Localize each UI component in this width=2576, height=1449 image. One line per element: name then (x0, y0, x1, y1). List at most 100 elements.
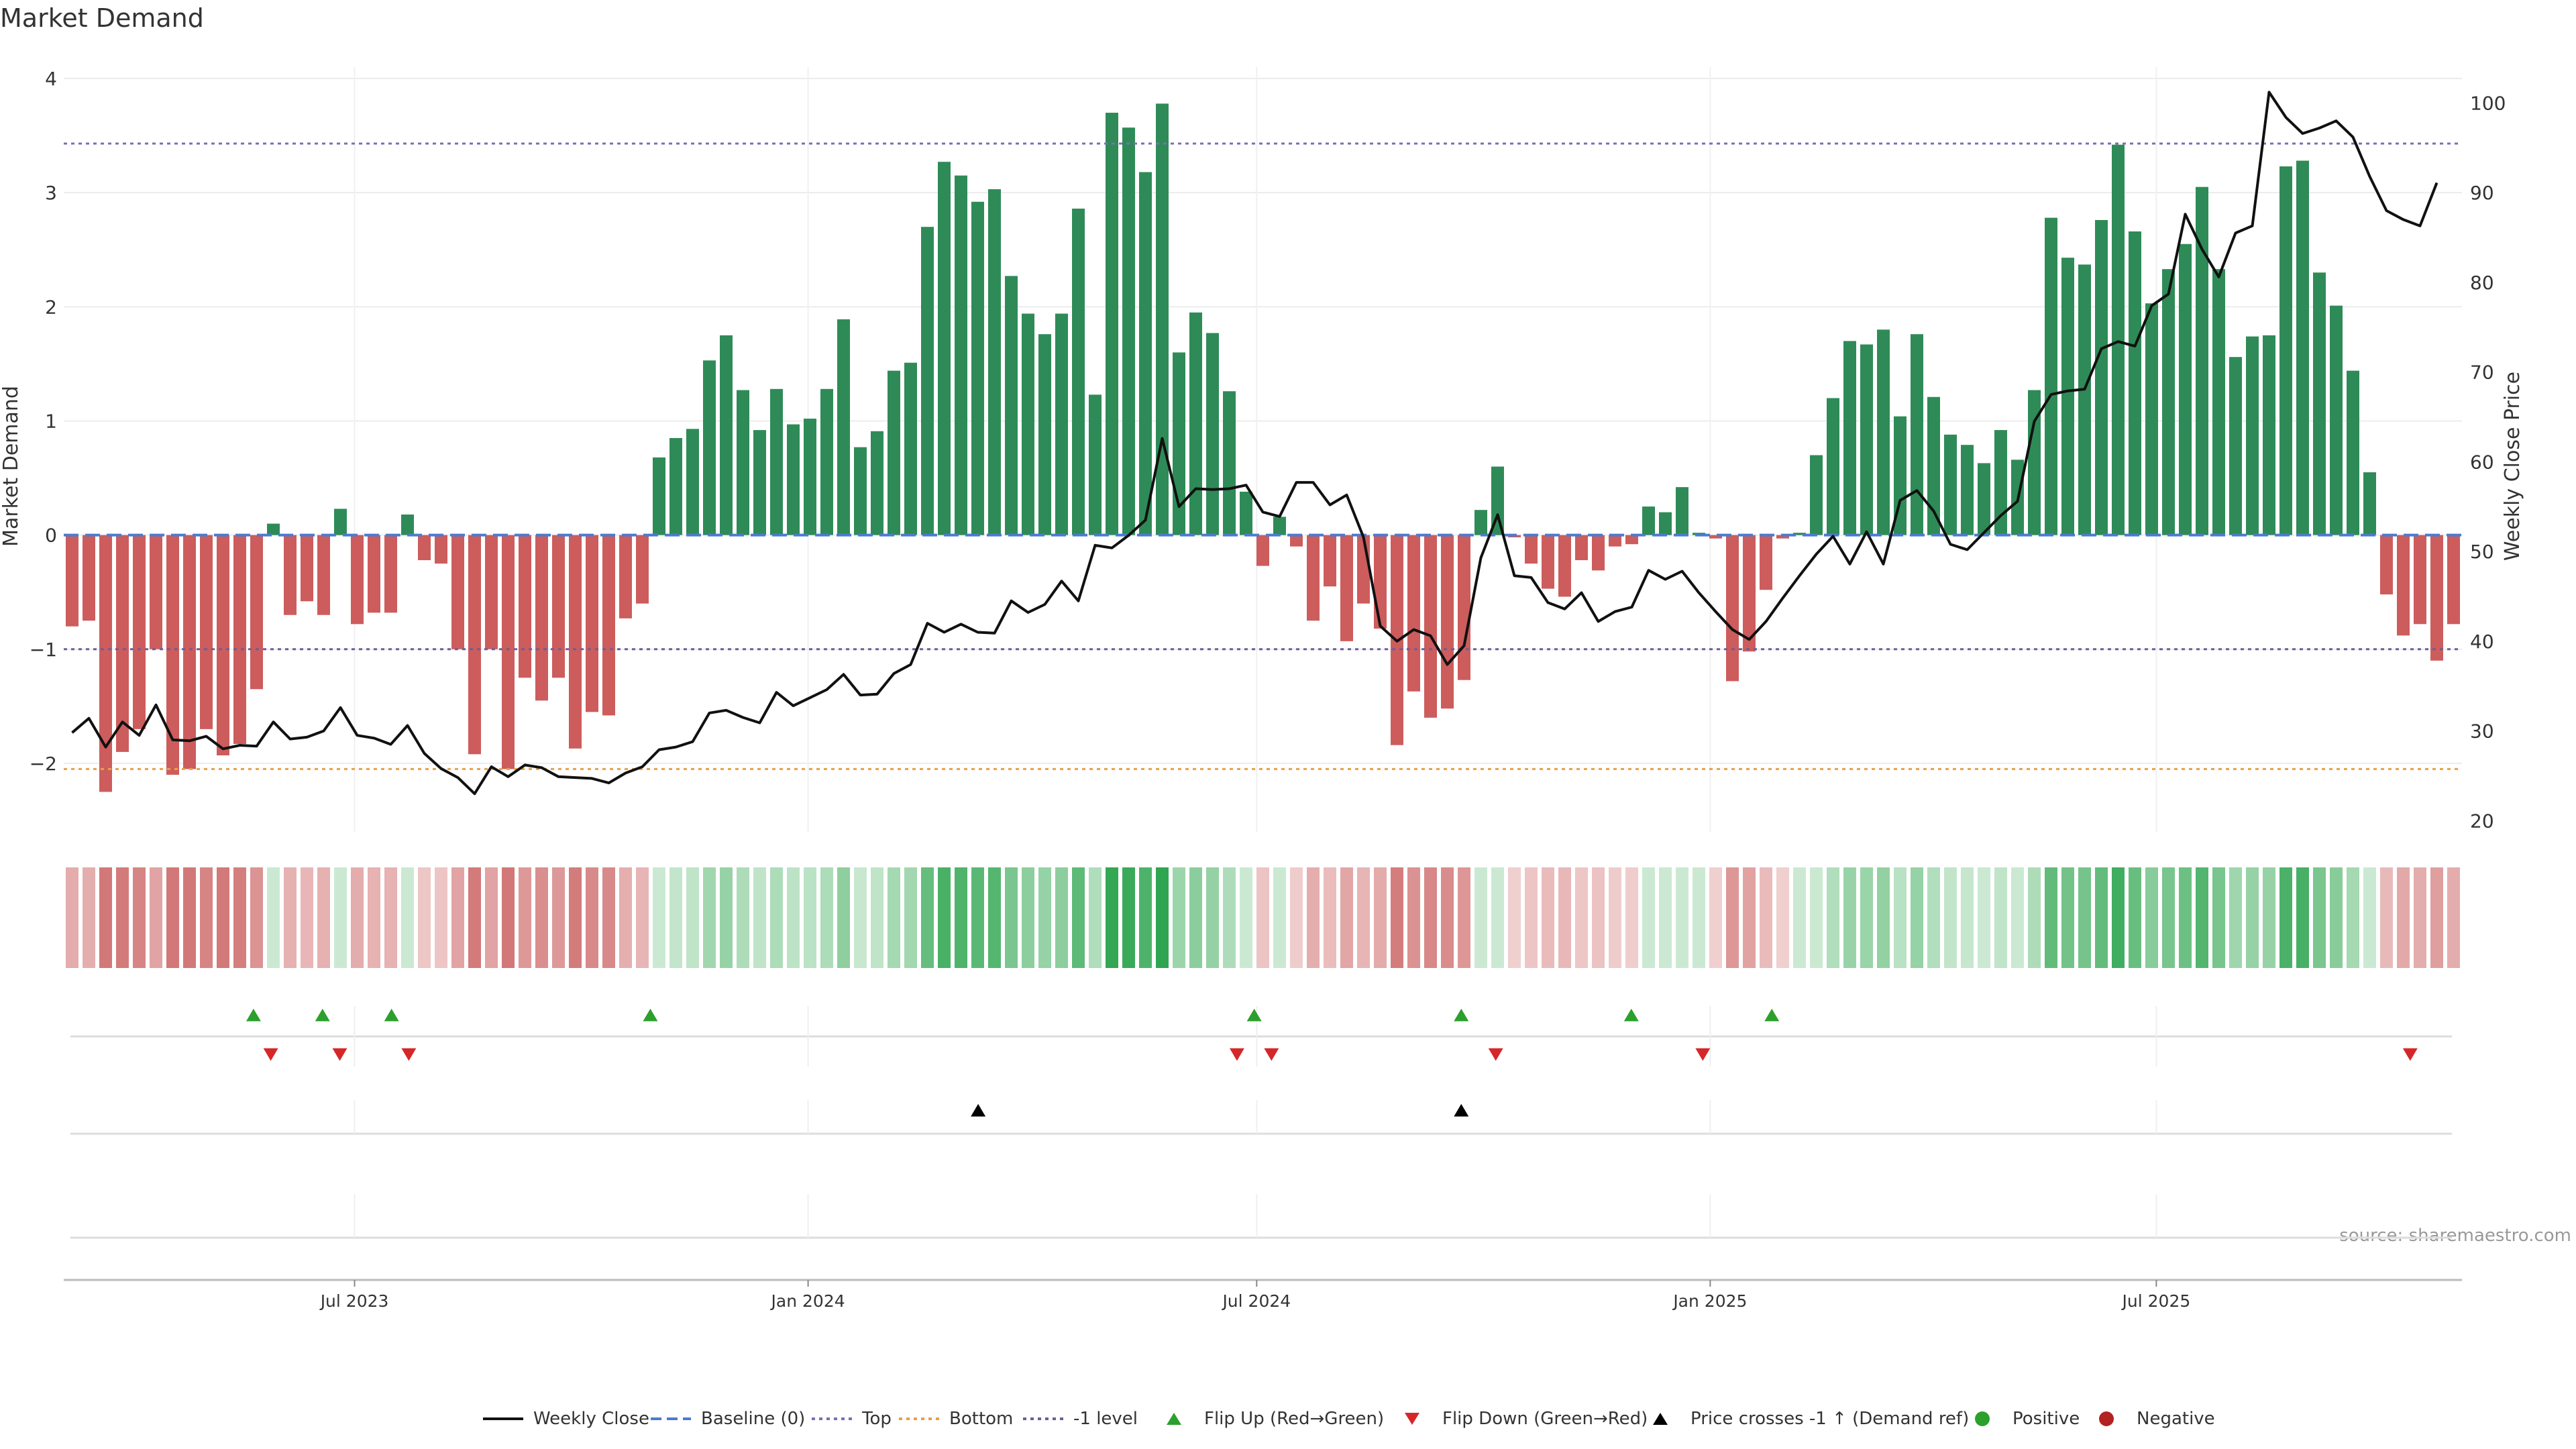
heat-cell-positive (2229, 867, 2242, 968)
heat-cell-positive (1156, 867, 1169, 968)
axes: −2 −1 0 1 2 3 4 20 30 40 50 60 70 80 90 100 Jul 2023 Jan … (30, 68, 2506, 1311)
heat-cell-positive (938, 867, 951, 968)
bar-negative (1743, 535, 1756, 652)
bar-negative (1290, 535, 1303, 547)
bar-negative (1458, 535, 1470, 680)
flip-up-marker (1246, 1008, 1262, 1022)
bar-positive (770, 388, 783, 535)
demand-heat-strip (66, 867, 2460, 968)
bar-positive (1978, 463, 1990, 535)
x-tick-label: Jan 2025 (1672, 1291, 1747, 1311)
heat-cell-positive (2330, 867, 2343, 968)
heat-cell-positive (1206, 867, 1219, 968)
heat-cell-positive (1474, 867, 1487, 968)
flip-down-marker (1488, 1048, 1503, 1061)
bar-positive (1055, 313, 1068, 535)
heat-cell-negative (2430, 867, 2443, 968)
chart-title: Market Demand (0, 3, 204, 33)
heat-cell-negative (636, 867, 649, 968)
bar-negative (602, 535, 615, 716)
y-tick-label: −2 (30, 753, 57, 775)
bar-positive (1994, 430, 2007, 535)
heat-cell-positive (1927, 867, 1940, 968)
heat-cell-negative (468, 867, 481, 968)
bar-positive (1659, 512, 1672, 535)
bar-negative (2430, 535, 2443, 661)
bar-negative (150, 535, 162, 649)
heat-cell-positive (1860, 867, 1873, 968)
heat-cell-negative (451, 867, 464, 968)
bar-negative (2447, 535, 2460, 625)
heat-cell-positive (2145, 867, 2158, 968)
heat-cell-positive (753, 867, 766, 968)
bar-negative (519, 535, 531, 678)
bar-negative (1307, 535, 1320, 621)
bar-negative (133, 535, 146, 729)
heat-cell-negative (586, 867, 598, 968)
heat-cell-negative (233, 867, 246, 968)
heat-cell-negative (1374, 867, 1387, 968)
flip-down-marker (1264, 1048, 1279, 1061)
bar-negative (233, 535, 246, 744)
heat-cell-positive (1173, 867, 1185, 968)
heat-cell-negative (1709, 867, 1722, 968)
bar-negative (636, 535, 649, 604)
bar-negative (1407, 535, 1420, 692)
heat-cell-positive (787, 867, 800, 968)
bar-positive (686, 429, 699, 535)
bar-negative (200, 535, 213, 729)
bar-negative (485, 535, 498, 649)
flip-up-marker (1623, 1008, 1639, 1022)
bar-positive (753, 430, 766, 535)
heat-cell-negative (1776, 867, 1789, 968)
heat-cell-positive (1793, 867, 1806, 968)
heat-cell-negative (116, 867, 129, 968)
heat-cell-negative (317, 867, 330, 968)
bar-positive (1927, 396, 1940, 535)
price-cross-marker (971, 1104, 986, 1117)
heat-cell-negative (2397, 867, 2410, 968)
y2-tick-label: 70 (2470, 362, 2494, 384)
bar-positive (2028, 390, 2041, 535)
heat-cell-negative (552, 867, 565, 968)
y2-tick-label: 20 (2470, 810, 2494, 832)
price-cross-marker (1454, 1104, 1469, 1117)
heat-cell-negative (1307, 867, 1320, 968)
heat-cell-negative (1391, 867, 1403, 968)
flip-up-marker (315, 1008, 330, 1022)
heat-cell-negative (1357, 867, 1370, 968)
bar-positive (1273, 517, 1286, 535)
signal-panels (70, 1006, 2452, 1239)
y-tick-label: 4 (45, 68, 57, 90)
heat-cell-positive (2263, 867, 2275, 968)
legend-label: Flip Up (Red→Green) (1204, 1409, 1384, 1429)
bar-positive (669, 437, 682, 535)
bar-positive (1156, 103, 1169, 535)
heat-cell-positive (2112, 867, 2125, 968)
heat-cell-negative (1592, 867, 1605, 968)
heat-cell-positive (837, 867, 850, 968)
bar-negative (1256, 535, 1269, 566)
heat-cell-positive (2162, 867, 2175, 968)
heat-cell-negative (200, 867, 213, 968)
heat-cell-negative (1726, 867, 1739, 968)
bar-positive (1810, 455, 1823, 535)
bar-positive (1189, 312, 1202, 535)
bar-negative (368, 535, 380, 613)
heat-cell-positive (1978, 867, 1990, 968)
bar-positive (988, 189, 1001, 535)
heat-cell-positive (1189, 867, 1202, 968)
y2-tick-label: 60 (2470, 451, 2494, 473)
y2-axis-label: Weekly Close Price (2501, 372, 2524, 561)
heat-cell-negative (284, 867, 297, 968)
x-tick-label: Jul 2025 (2121, 1291, 2191, 1311)
bar-positive (971, 201, 984, 535)
heat-cell-negative (1508, 867, 1521, 968)
bar-positive (1961, 445, 1974, 535)
bar-positive (2212, 269, 2225, 535)
bar-negative (66, 535, 78, 627)
bar-positive (1860, 344, 1873, 535)
bar-negative (1609, 535, 1621, 547)
bar-positive (2162, 269, 2175, 535)
heat-cell-positive (1139, 867, 1152, 968)
